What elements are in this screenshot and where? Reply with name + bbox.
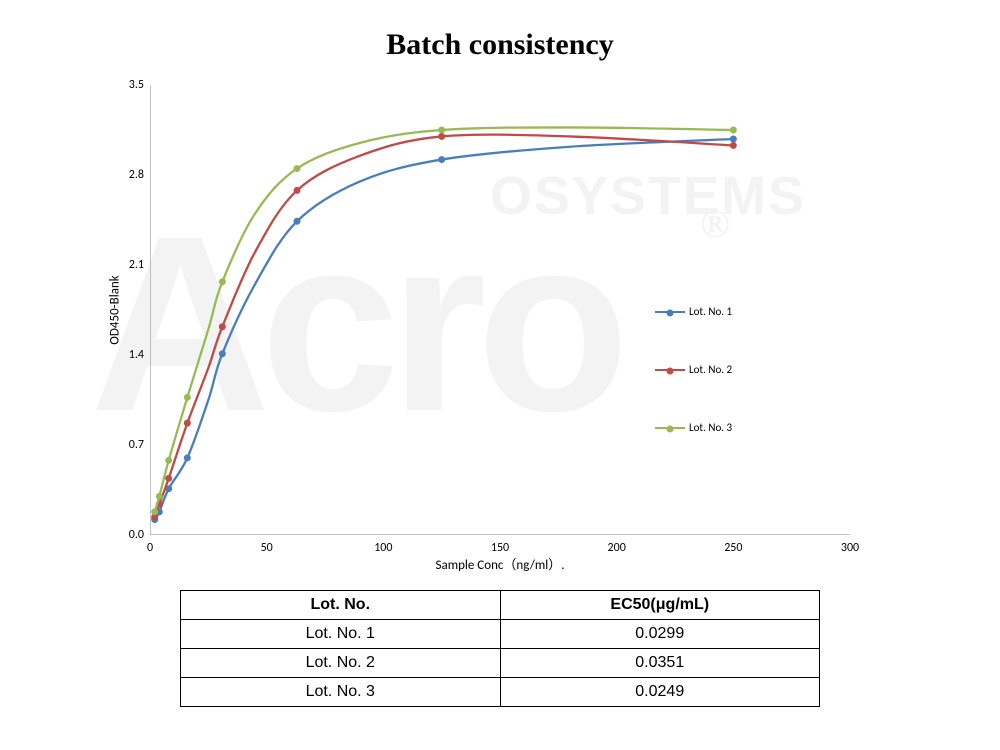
ec50-table-container: Lot. No.EC50(μg/mL) Lot. No. 10.0299Lot.… (180, 590, 820, 707)
y-tick: 2.1 (129, 258, 150, 272)
y-axis-label: OD450-Blank (108, 275, 123, 344)
table-header: Lot. No. (181, 591, 501, 620)
x-tick: 300 (841, 535, 859, 555)
table-cell: 0.0249 (500, 678, 820, 707)
table-cell: Lot. No. 2 (181, 649, 501, 678)
x-tick: 50 (261, 535, 273, 555)
y-tick: 2.8 (129, 168, 150, 182)
line-chart (150, 85, 850, 535)
table-row: Lot. No. 20.0351 (181, 649, 820, 678)
table-cell: Lot. No. 1 (181, 620, 501, 649)
y-tick: 3.5 (129, 78, 150, 92)
x-tick: 0 (147, 535, 153, 555)
x-tick: 250 (724, 535, 742, 555)
table-cell: Lot. No. 3 (181, 678, 501, 707)
table-cell: 0.0351 (500, 649, 820, 678)
x-tick: 150 (491, 535, 509, 555)
chart-container: 0.00.71.42.12.83.5 050100150200250300 OD… (150, 85, 850, 535)
x-tick: 100 (374, 535, 392, 555)
y-tick: 0.7 (129, 438, 150, 452)
x-tick: 200 (608, 535, 626, 555)
page-title: Batch consistency (0, 28, 1000, 62)
table-cell: 0.0299 (500, 620, 820, 649)
ec50-table: Lot. No.EC50(μg/mL) Lot. No. 10.0299Lot.… (180, 590, 820, 707)
y-tick: 1.4 (129, 348, 150, 362)
x-axis-label: Sample Conc（ng/ml）. (435, 554, 564, 573)
table-header: EC50(μg/mL) (500, 591, 820, 620)
table-row: Lot. No. 30.0249 (181, 678, 820, 707)
table-row: Lot. No. 10.0299 (181, 620, 820, 649)
